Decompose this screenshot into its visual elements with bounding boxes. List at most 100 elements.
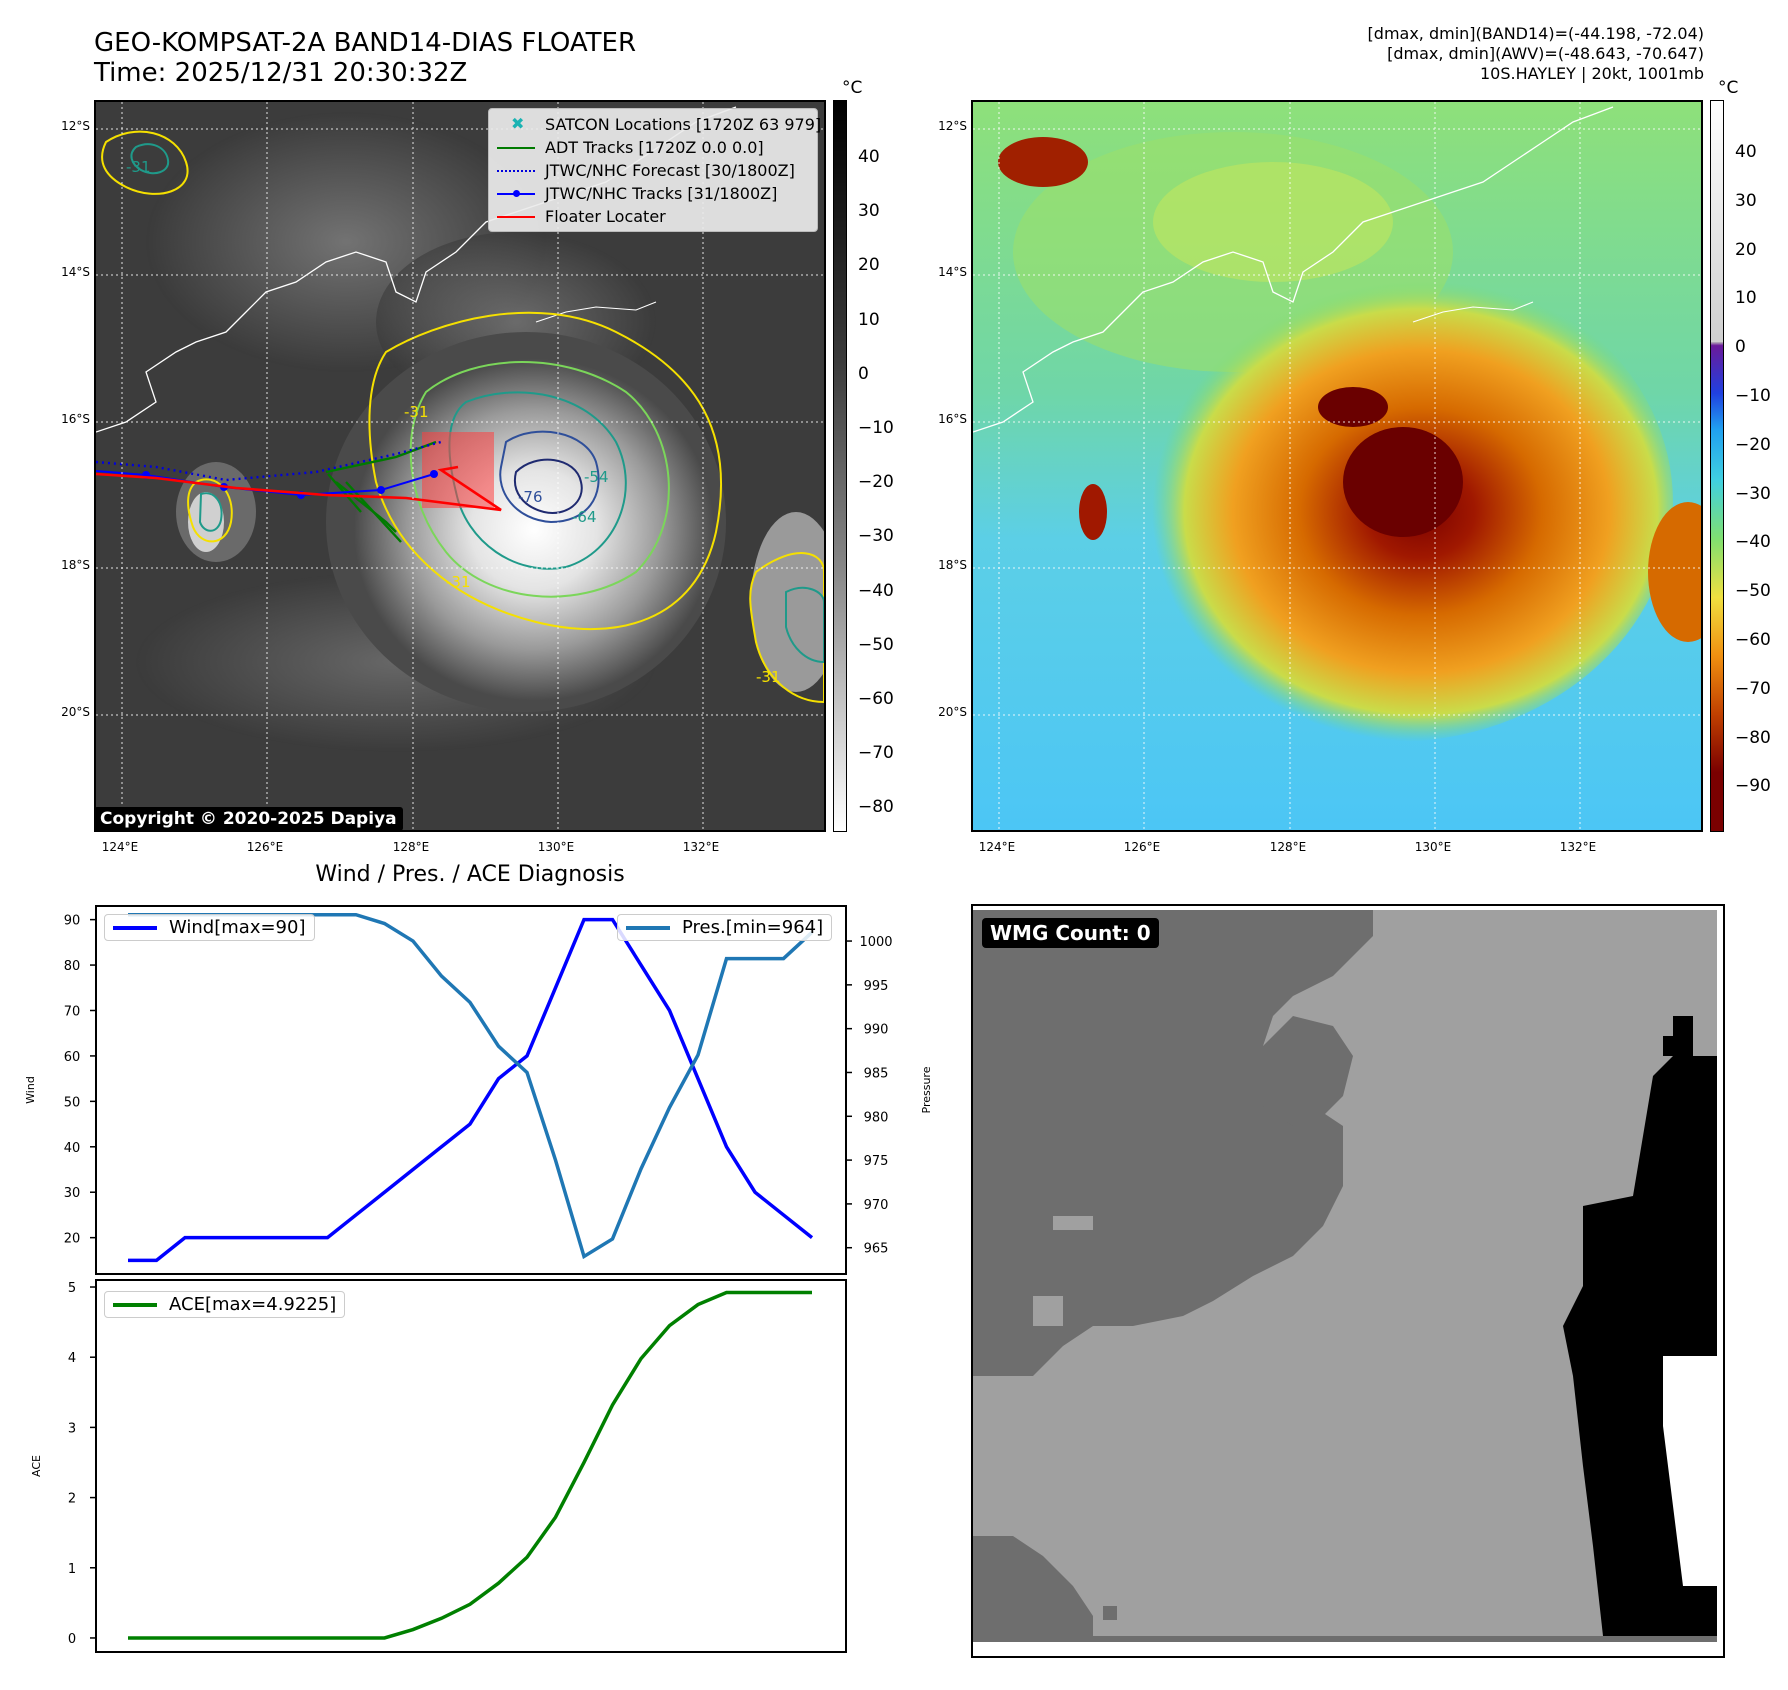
wind-legend-swatch bbox=[113, 925, 157, 930]
wind-tick-label: 30 bbox=[64, 1186, 81, 1201]
ir-colorbar-tick: 30 bbox=[858, 201, 880, 222]
contour-label: -54 bbox=[584, 468, 609, 486]
wind-axis-ticks: 20 30 40 50 60 70 80 90 bbox=[64, 914, 96, 1247]
lon-tick-label: 128°E bbox=[1269, 840, 1307, 854]
awv-colorbar-unit: °C bbox=[1718, 78, 1739, 98]
tracks-line-icon bbox=[497, 188, 535, 200]
awv-colorbar-tick: −20 bbox=[1735, 434, 1771, 455]
lat-tick-label: 16°S bbox=[61, 412, 90, 426]
legend-label: JTWC/NHC Tracks [31/1800Z] bbox=[545, 184, 778, 203]
awv-colorbar-tick: −70 bbox=[1735, 678, 1771, 699]
ir-colorbar-tick: −60 bbox=[858, 689, 894, 709]
legend-item-forecast: JTWC/NHC Forecast [30/1800Z] bbox=[497, 159, 809, 182]
pressure-tick-label: 970 bbox=[864, 1198, 889, 1213]
lon-tick-label: 132°E bbox=[1559, 840, 1597, 854]
awv-colorbar-tick: 10 bbox=[1735, 288, 1757, 309]
adt-line-icon bbox=[497, 142, 535, 154]
pressure-tick-label: 995 bbox=[864, 979, 889, 994]
lat-tick-label: 14°S bbox=[61, 265, 90, 279]
legend-item-tracks: JTWC/NHC Tracks [31/1800Z] bbox=[497, 182, 809, 205]
awv-colorbar-tick: 40 bbox=[1735, 142, 1757, 162]
legend-label: JTWC/NHC Forecast [30/1800Z] bbox=[545, 161, 795, 180]
ir-map-panel: -31 -31 -54 -64 -76 -31 -31 bbox=[94, 100, 826, 832]
ace-tick-label: 3 bbox=[68, 1421, 76, 1436]
ir-legend: ✖ SATCON Locations [1720Z 63 979] ADT Tr… bbox=[488, 108, 821, 232]
ir-colorbar-tick: −30 bbox=[858, 526, 894, 547]
lon-tick-label: 126°E bbox=[1123, 840, 1161, 854]
pressure-tick-label: 980 bbox=[864, 1110, 889, 1125]
legend-label: SATCON Locations [1720Z 63 979] bbox=[545, 115, 822, 134]
awv-colorbar-tick: −60 bbox=[1735, 630, 1771, 650]
lat-tick-label: 20°S bbox=[938, 705, 967, 719]
ace-tick-label: 4 bbox=[68, 1351, 76, 1366]
pressure-legend-swatch bbox=[626, 925, 670, 930]
legend-item-satcon: ✖ SATCON Locations [1720Z 63 979] bbox=[497, 113, 821, 136]
ir-colorbar-tick: −40 bbox=[858, 580, 894, 601]
ir-colorbar-tick: 0 bbox=[858, 363, 869, 384]
ace-tick-label: 5 bbox=[68, 1281, 76, 1296]
lon-tick-label: 130°E bbox=[537, 840, 575, 854]
lon-tick-label: 126°E bbox=[246, 840, 284, 854]
diagnosis-title: Wind / Pres. / ACE Diagnosis bbox=[315, 862, 625, 887]
wmg-panel bbox=[971, 904, 1725, 1658]
ir-colorbar-tick: 20 bbox=[858, 255, 880, 276]
contour-label: -76 bbox=[518, 488, 543, 506]
lon-tick-label: 132°E bbox=[682, 840, 720, 854]
pressure-tick-label: 965 bbox=[864, 1242, 889, 1257]
awv-colorbar-tick: −50 bbox=[1735, 581, 1771, 602]
ace-legend-label: ACE[max=4.9225] bbox=[169, 1294, 337, 1315]
awv-colorbar-tick: −30 bbox=[1735, 483, 1771, 504]
wind-tick-label: 50 bbox=[64, 1095, 81, 1110]
awv-colorbar bbox=[1710, 100, 1724, 832]
legend-item-floater: Floater Locater bbox=[497, 205, 809, 228]
legend-label: ADT Tracks [1720Z 0.0 0.0] bbox=[545, 138, 764, 157]
contour-label: -31 bbox=[446, 573, 471, 591]
awv-colorbar-tick: 30 bbox=[1735, 190, 1757, 211]
band14-range: [dmax, dmin](BAND14)=(-44.198, -72.04) bbox=[1367, 24, 1704, 43]
floater-line-icon bbox=[497, 211, 535, 223]
wind-legend: Wind[max=90] bbox=[104, 914, 315, 941]
lon-tick-label: 130°E bbox=[1414, 840, 1452, 854]
awv-colorbar-tick: 20 bbox=[1735, 239, 1757, 260]
ir-colorbar bbox=[833, 100, 847, 832]
pressure-tick-label: 975 bbox=[864, 1154, 889, 1169]
ir-colorbar-unit: °C bbox=[842, 78, 863, 98]
satcon-marker-icon: ✖ bbox=[511, 113, 525, 133]
pressure-legend-label: Pres.[min=964] bbox=[682, 917, 824, 938]
ace-chart: 0 1 2 3 4 5 ACE bbox=[30, 1279, 847, 1653]
wmg-image bbox=[973, 906, 1723, 1656]
ace-tick-label: 2 bbox=[68, 1492, 76, 1507]
awv-colorbar-tick: 0 bbox=[1735, 337, 1746, 358]
lat-tick-label: 12°S bbox=[61, 119, 90, 133]
awv-colorbar-tick: −40 bbox=[1735, 532, 1771, 553]
wind-legend-label: Wind[max=90] bbox=[169, 917, 306, 938]
wind-series-line bbox=[128, 917, 814, 1263]
ir-map-image: -31 -31 -54 -64 -76 -31 -31 bbox=[96, 102, 824, 830]
wind-pressure-chart: 20 30 40 50 60 70 80 90 965 970 975 980 985 990 995 10… bbox=[24, 905, 933, 1275]
contour-label: -31 bbox=[756, 668, 781, 686]
contour-label: -31 bbox=[126, 158, 151, 176]
awv-range: [dmax, dmin](AWV)=(-48.643, -70.647) bbox=[1387, 44, 1704, 63]
copyright-badge: Copyright © 2020-2025 Dapiya bbox=[94, 807, 403, 831]
lat-tick-label: 12°S bbox=[938, 119, 967, 133]
pressure-tick-label: 985 bbox=[864, 1066, 889, 1081]
ir-colorbar-tick: −70 bbox=[858, 743, 894, 764]
lat-tick-label: 14°S bbox=[938, 265, 967, 279]
lat-tick-label: 16°S bbox=[938, 412, 967, 426]
ir-colorbar-tick: −20 bbox=[858, 472, 894, 493]
lon-tick-label: 124°E bbox=[101, 840, 139, 854]
ir-colorbar-tick: 40 bbox=[858, 147, 880, 167]
wmg-count-badge: WMG Count: 0 bbox=[982, 918, 1159, 948]
ace-tick-label: 1 bbox=[68, 1562, 76, 1577]
lat-tick-label: 18°S bbox=[938, 558, 967, 572]
ace-tick-label: 0 bbox=[68, 1632, 76, 1647]
pressure-axis-ticks: 965 970 975 980 985 990 995 1000 bbox=[846, 935, 893, 1257]
awv-map-panel bbox=[971, 100, 1703, 832]
wind-tick-label: 90 bbox=[64, 914, 81, 929]
pressure-legend: Pres.[min=964] bbox=[617, 914, 833, 941]
pressure-tick-label: 1000 bbox=[859, 935, 892, 950]
lon-tick-label: 128°E bbox=[392, 840, 430, 854]
lat-tick-label: 20°S bbox=[61, 705, 90, 719]
ace-legend-swatch bbox=[113, 1302, 157, 1307]
lat-tick-label: 18°S bbox=[61, 558, 90, 572]
